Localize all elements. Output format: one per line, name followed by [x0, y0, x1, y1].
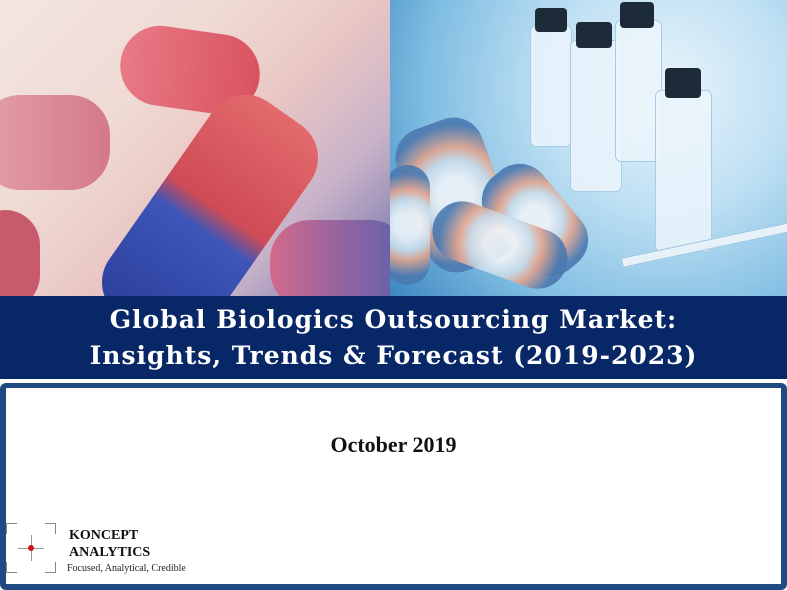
crosshair-icon: [6, 523, 56, 573]
company-logo: KONCEPT ANALYTICS Focused, Analytical, C…: [6, 521, 196, 581]
report-title-line1: Global Biologics Outsourcing Market:: [109, 305, 678, 334]
vials-pills-image: [390, 0, 787, 296]
company-tagline: Focused, Analytical, Credible: [67, 563, 186, 574]
dna-capsules-image: [0, 0, 390, 296]
cover-frame: October 2019 KONCEPT ANALYTICS Focused, …: [0, 383, 787, 590]
company-name: KONCEPT ANALYTICS: [69, 527, 150, 561]
report-title-banner: Global Biologics Outsourcing Market: Ins…: [0, 296, 787, 379]
cover-panel: October 2019 KONCEPT ANALYTICS Focused, …: [6, 388, 781, 584]
report-title-line2: Insights, Trends & Forecast (2019-2023): [89, 341, 698, 370]
company-name-line2: ANALYTICS: [69, 545, 151, 560]
report-date: October 2019: [330, 432, 457, 457]
company-name-line1: KONCEPT: [69, 528, 139, 543]
